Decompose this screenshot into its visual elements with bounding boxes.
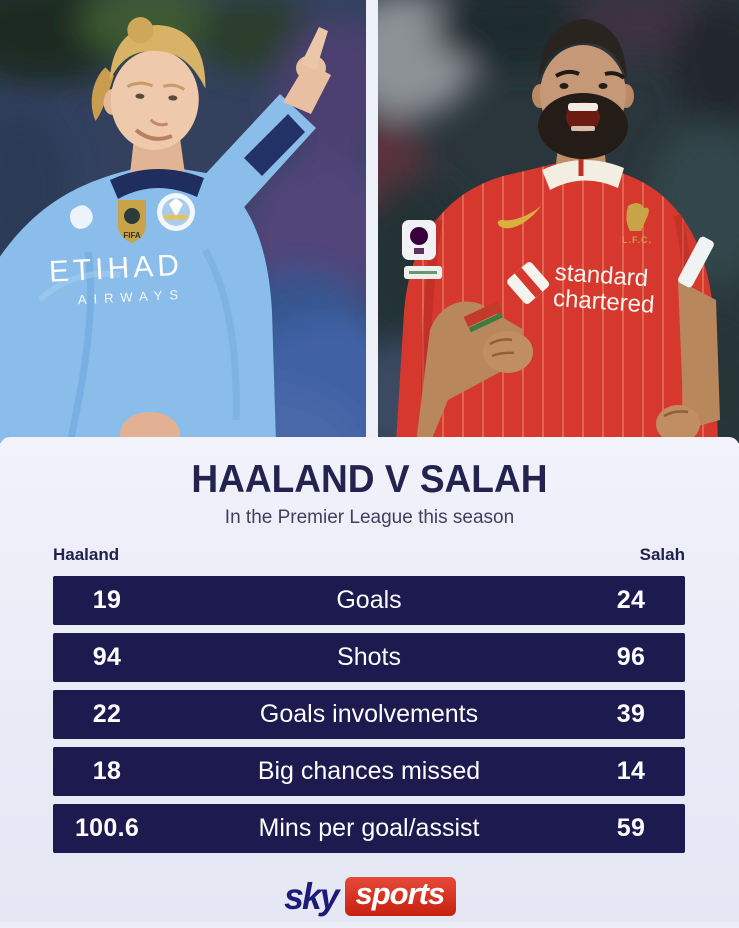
left-value: 19: [92, 585, 122, 614]
left-value: 100.6: [74, 813, 140, 842]
hair-bun: [127, 17, 154, 44]
fifa-badge-text: FIFA: [123, 231, 141, 240]
sports-logo-text: sports: [355, 876, 445, 912]
page-title: HAALAND V SALAH: [191, 458, 548, 501]
haaland-head: [91, 17, 206, 150]
stat-label: Shots: [337, 642, 401, 671]
sleeve-patch-icon: [404, 266, 442, 279]
hair: [539, 19, 627, 80]
salah-head: [532, 19, 634, 159]
shirt-sponsor: standard chartered: [507, 259, 655, 319]
left-value: 94: [92, 642, 122, 671]
right-value: 24: [616, 585, 646, 614]
nike-swoosh-icon: [497, 206, 541, 229]
stat-label: Goals involvements: [259, 699, 479, 728]
table-row: 19 Goals 24: [53, 575, 685, 625]
left-column-label: Haaland: [53, 544, 120, 564]
stats-panel: HAALAND V SALAH In the Premier League th…: [0, 437, 739, 922]
sleeve-sponsor-patch-icon: [678, 236, 714, 288]
collar: [110, 168, 204, 199]
right-value: 59: [616, 813, 646, 842]
shirt-sponsor-line1: ETIHAD: [48, 249, 184, 289]
pointing-arm: [198, 27, 331, 216]
premier-league-badge-icon: [402, 220, 436, 260]
table-row: 22 Goals involvements 39: [53, 689, 685, 739]
stat-label: Goals: [336, 585, 402, 614]
right-value: 96: [616, 642, 646, 671]
shirt-sponsor-line2: AIRWAYS: [77, 287, 185, 308]
stat-label: Mins per goal/assist: [258, 813, 480, 842]
fifa-club-badge-icon: FIFA: [118, 200, 146, 243]
clenched-fist-arm: [416, 301, 533, 443]
table-row: 18 Big chances missed 14: [53, 746, 685, 796]
sky-logo-text: sky: [283, 875, 339, 917]
puma-logo-icon: [70, 205, 93, 229]
table-row: 100.6 Mins per goal/assist 59: [53, 803, 685, 853]
salah-photo: L.F.C. standard chartered: [378, 0, 739, 443]
photo-strip: FIFA ETIHAD AIRWAYS: [0, 0, 739, 443]
sky-sports-logo: sky sports: [0, 876, 739, 918]
table-row: 94 Shots 96: [53, 632, 685, 682]
column-labels: Haaland Salah: [0, 545, 739, 565]
shirt-sponsor: ETIHAD AIRWAYS: [48, 249, 185, 308]
man-city-crest-icon: [157, 193, 195, 231]
right-column-label: Salah: [639, 544, 685, 564]
right-value: 14: [616, 756, 646, 785]
right-arm: [656, 280, 720, 443]
page-subtitle: In the Premier League this season: [224, 506, 515, 528]
left-value: 22: [92, 699, 122, 728]
stat-label: Big chances missed: [257, 756, 481, 785]
shirt-sponsor-line1: standard: [554, 259, 649, 292]
right-value: 39: [616, 699, 646, 728]
lower-hand: [120, 412, 180, 443]
crest-text: L.F.C.: [622, 235, 652, 245]
sports-logo-box: sports: [345, 876, 457, 917]
photo-divider: [366, 0, 378, 443]
left-value: 18: [92, 756, 122, 785]
stats-table: 19 Goals 24 94 Shots 96 22 Goals involve…: [0, 575, 739, 853]
haaland-shirt: [0, 164, 276, 443]
sponsor-diamond-icon: [507, 262, 550, 304]
haaland-photo: FIFA ETIHAD AIRWAYS: [0, 0, 366, 443]
liverpool-crest-icon: L.F.C.: [622, 202, 652, 245]
